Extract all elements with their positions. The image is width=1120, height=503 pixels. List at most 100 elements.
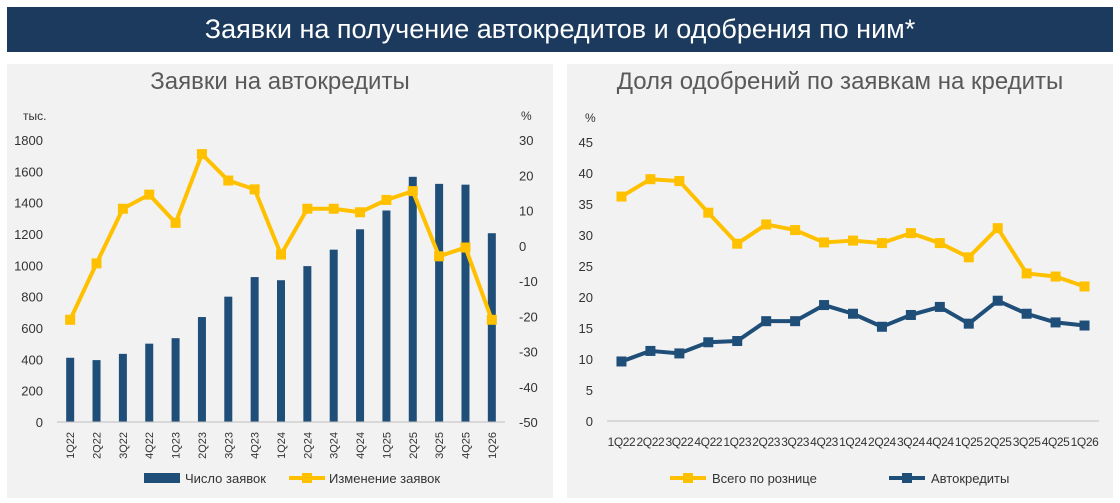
right-tick-label: -10	[519, 274, 538, 289]
left-tick-label: 0	[36, 415, 43, 430]
legend-line-marker	[302, 473, 312, 483]
change-point	[196, 149, 207, 160]
y-axis-unit: %	[585, 111, 596, 125]
auto-loan-point	[1079, 320, 1090, 331]
retail-point	[732, 238, 743, 249]
category-label: 4Q23	[810, 435, 838, 449]
right-tick-label: -40	[519, 380, 538, 395]
category-label: 2Q24	[868, 435, 896, 449]
category-label: 4Q22	[694, 435, 722, 449]
retail-point	[761, 219, 772, 230]
change-point	[460, 242, 471, 253]
bar	[92, 360, 101, 422]
right-axis-unit: %	[521, 109, 532, 123]
y-tick-label: 30	[579, 228, 593, 243]
auto-loan-point	[732, 336, 743, 347]
category-label: 2Q24	[302, 432, 314, 459]
category-label: 1Q22	[65, 432, 77, 459]
auto-loan-point	[905, 309, 916, 320]
bar	[435, 183, 444, 422]
applications-chart-title: Заявки на автокредиты	[150, 68, 410, 95]
category-label: 4Q25	[1042, 435, 1070, 449]
retail-point	[674, 176, 685, 187]
change-point	[328, 203, 339, 214]
left-tick-label: 600	[21, 321, 43, 336]
right-tick-label: -30	[519, 345, 538, 360]
retail-point	[1050, 271, 1061, 282]
left-axis-unit: тыс.	[23, 109, 46, 123]
auto-loan-point	[674, 348, 685, 359]
retail-point	[1021, 268, 1032, 279]
bar	[145, 343, 154, 422]
y-tick-label: 45	[579, 135, 593, 150]
change-point	[486, 314, 497, 325]
category-label: 3Q25	[1013, 435, 1041, 449]
category-label: 2Q22	[92, 432, 104, 459]
bar	[66, 357, 75, 422]
change-point	[117, 203, 128, 214]
auto-loan-point	[876, 321, 887, 332]
legend-auto-loan-label: Автокредиты	[931, 471, 1009, 486]
left-tick-label: 1800	[14, 133, 43, 148]
left-tick-label: 1600	[14, 164, 43, 179]
bar	[224, 296, 233, 422]
retail-point	[992, 223, 1003, 234]
left-tick-label: 400	[21, 352, 43, 367]
category-label: 1Q26	[487, 432, 499, 459]
retail-point	[963, 252, 974, 263]
retail-point	[848, 235, 858, 246]
category-label: 1Q23	[171, 432, 183, 459]
auto-loan-point	[934, 301, 945, 312]
category-label: 3Q22	[118, 432, 130, 459]
y-tick-label: 35	[579, 197, 593, 212]
y-tick-label: 5	[586, 383, 593, 398]
right-tick-label: 10	[519, 204, 533, 219]
y-tick-label: 40	[579, 166, 593, 181]
category-label: 1Q25	[381, 432, 393, 459]
category-label: 3Q22	[665, 435, 693, 449]
approval-share-chart-title: Доля одобрений по заявкам на кредиты	[616, 68, 1064, 95]
y-tick-label: 25	[579, 259, 593, 274]
auto-loan-point	[703, 337, 714, 348]
left-tick-label: 200	[21, 384, 43, 399]
retail-point	[616, 191, 627, 202]
y-tick-label: 15	[579, 321, 593, 336]
change-point	[355, 207, 366, 218]
category-label: 1Q22	[608, 435, 636, 449]
category-label: 2Q22	[637, 435, 665, 449]
auto-loan-point	[616, 356, 627, 367]
retail-point	[1079, 281, 1090, 292]
retail-point	[790, 225, 801, 236]
bar	[382, 210, 391, 422]
retail-point	[905, 228, 916, 239]
category-label: 4Q24	[355, 432, 367, 459]
legend-line-label: Изменение заявок	[329, 471, 440, 486]
category-label: 4Q23	[250, 432, 262, 459]
category-label: 2Q25	[984, 435, 1012, 449]
retail-point	[819, 237, 830, 248]
right-tick-label: 30	[519, 133, 533, 148]
legend-retail-label: Всего по рознице	[712, 471, 817, 486]
auto-loan-point	[645, 345, 656, 356]
bar	[118, 353, 127, 422]
auto-loan-point	[790, 316, 801, 327]
category-label: 2Q23	[752, 435, 780, 449]
change-point	[223, 175, 234, 186]
right-tick-label: 20	[519, 168, 533, 183]
change-point	[91, 258, 102, 269]
category-label: 4Q25	[460, 432, 472, 459]
y-tick-label: 20	[579, 290, 593, 305]
legend-bars-swatch	[144, 473, 180, 483]
retail-point	[645, 174, 656, 185]
category-label: 4Q22	[144, 432, 156, 459]
auto-loan-point	[963, 318, 974, 329]
auto-loan-point	[1050, 317, 1061, 328]
bar	[356, 229, 365, 422]
right-tick-label: 0	[519, 239, 526, 254]
bar	[171, 338, 180, 422]
retail-point	[703, 207, 714, 218]
change-point	[65, 314, 76, 325]
right-tick-label: -50	[519, 415, 538, 430]
auto-loan-point	[848, 308, 858, 319]
retail-point	[934, 238, 945, 249]
